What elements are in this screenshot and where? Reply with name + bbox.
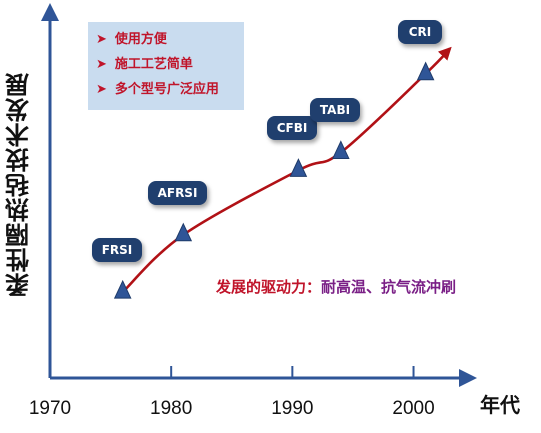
x-tick-label: 1990 xyxy=(271,398,313,419)
feature-item: ➤ 多个型号广泛应用 xyxy=(96,82,219,97)
y-axis-label: 柔性隔热毡技术发展 xyxy=(5,72,34,298)
point-label-cri: CRI xyxy=(398,20,442,44)
point-label-frsi: FRSI xyxy=(92,238,142,262)
x-tick-label: 1970 xyxy=(29,398,71,419)
driving-force-value: 耐高温、抗气流冲刷 xyxy=(321,278,457,296)
data-point-afrsi xyxy=(174,222,193,242)
point-label-afrsi: AFRSI xyxy=(148,181,207,205)
x-axis-label: 年代 xyxy=(480,393,520,417)
chevron-right-icon: ➤ xyxy=(96,82,107,97)
data-point-cri xyxy=(416,61,435,81)
data-point-tabi xyxy=(332,140,350,159)
feature-item: ➤ 使用方便 xyxy=(96,32,167,47)
data-point-cfbi xyxy=(289,158,308,177)
x-tick-label: 2000 xyxy=(392,398,434,419)
feature-item: ➤ 施工工艺简单 xyxy=(96,57,193,72)
chevron-right-icon: ➤ xyxy=(96,57,107,72)
x-tick-label: 1980 xyxy=(150,398,192,419)
data-point-frsi xyxy=(113,279,132,299)
chevron-right-icon: ➤ xyxy=(96,32,107,47)
point-label-tabi: TABI xyxy=(310,98,360,122)
driving-force-annotation: 发展的驱动力：耐高温、抗气流冲刷 xyxy=(216,276,456,297)
point-label-cfbi: CFBI xyxy=(267,116,317,140)
driving-force-label: 发展的驱动力： xyxy=(216,278,322,296)
feature-box: ➤ 使用方便 ➤ 施工工艺简单 ➤ 多个型号广泛应用 xyxy=(88,22,244,110)
